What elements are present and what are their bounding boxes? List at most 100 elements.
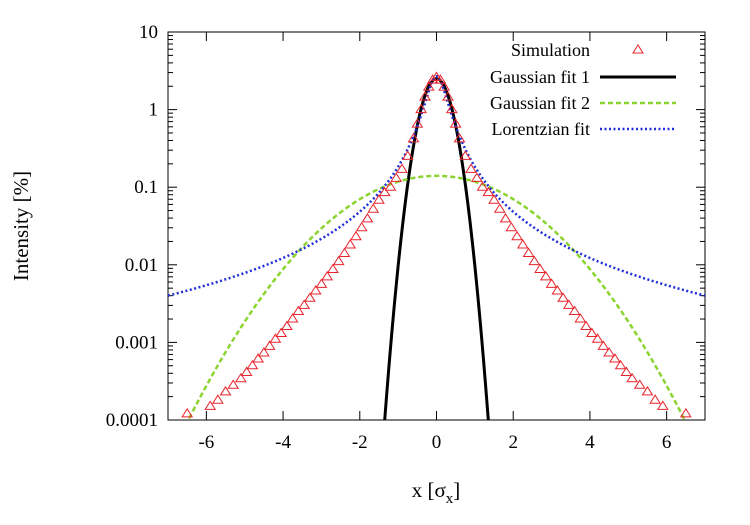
simulation-point (396, 163, 408, 173)
simulation-point (620, 366, 633, 376)
simulation-point (234, 372, 247, 383)
simulation-point (580, 320, 592, 331)
simulation-point (562, 299, 575, 309)
simulation-point (442, 91, 454, 101)
simulation-point (656, 400, 669, 410)
simulation-point (679, 407, 692, 418)
simulation-point (246, 359, 259, 370)
simulation-point (438, 81, 451, 91)
y-tick-label: 0.0001 (106, 410, 158, 431)
simulation-point (603, 347, 616, 357)
simulation-point (459, 150, 472, 160)
simulation-point (614, 359, 627, 370)
axis-ticks: -6 -4 -2 0 2 4 6 0.0001 0.001 0.01 0.1 1 10 (106, 22, 705, 453)
simulation-point (401, 150, 414, 160)
simulation-point (449, 118, 462, 128)
simulation-point (453, 132, 466, 143)
x-tick-label: 4 (585, 432, 595, 453)
simulation-point (528, 255, 541, 266)
simulation-point (493, 203, 506, 213)
simulation-point (286, 313, 299, 323)
legend-sample-simulation (632, 44, 644, 54)
simulation-point (252, 353, 265, 363)
simulation-point (641, 385, 654, 396)
x-axis-label: x [σx] (412, 478, 461, 507)
simulation-point (332, 255, 345, 266)
simulation-point (350, 230, 362, 241)
simulation-point (292, 305, 305, 316)
simulation-point (269, 333, 282, 343)
simulation-point (568, 305, 581, 316)
y-tick-label: 0.001 (115, 332, 158, 353)
fit-curve-gaussian-fit-2 (186, 174, 687, 420)
legend-label: Gaussian fit 1 (490, 67, 590, 87)
simulation-point (633, 379, 646, 389)
simulation-point (470, 172, 483, 182)
simulation-point (281, 320, 293, 331)
plot-frame (167, 31, 706, 421)
fit-curve-gaussian-fit-1 (383, 77, 490, 420)
simulation-point (649, 394, 662, 404)
simulation-point (361, 212, 374, 223)
y-tick-label: 0.01 (125, 255, 158, 276)
simulation-point (482, 186, 495, 197)
simulation-point (355, 221, 368, 232)
simulation-point (505, 221, 518, 232)
simulation-point (488, 194, 500, 204)
simulation-point (407, 132, 420, 143)
y-tick-label: 10 (139, 22, 158, 43)
simulation-point (534, 263, 546, 273)
simulation-point (511, 230, 523, 241)
simulation-point (516, 239, 529, 249)
simulation-point (204, 400, 217, 410)
simulation-point (415, 103, 428, 114)
simulation-point (344, 239, 357, 249)
simulation-point (499, 212, 512, 223)
simulation-markers (181, 71, 692, 418)
x-tick-label: 2 (508, 432, 518, 453)
simulation-point (263, 340, 276, 350)
x-tick-label: 6 (662, 432, 672, 453)
simulation-point (211, 394, 224, 404)
simulation-point (434, 74, 447, 84)
simulation-point (219, 385, 232, 396)
simulation-point (338, 247, 351, 257)
simulation-point (545, 278, 558, 288)
fit-curves (168, 74, 705, 420)
legend-label: Simulation (511, 40, 590, 60)
simulation-point (315, 278, 328, 288)
simulation-point (445, 103, 458, 114)
legend-label: Gaussian fit 2 (490, 93, 590, 113)
simulation-point (419, 91, 431, 101)
simulation-point (240, 366, 253, 376)
simulation-point (327, 263, 339, 273)
legend-label: Lorentzian fit (492, 119, 590, 139)
simulation-point (181, 407, 194, 418)
simulation-point (321, 270, 334, 281)
x-tick-label: 0 (432, 432, 442, 453)
simulation-point (551, 285, 564, 295)
simulation-point (422, 81, 435, 91)
simulation-point (257, 347, 270, 357)
simulation-point (522, 247, 535, 257)
simulation-point (426, 74, 439, 84)
simulation-point (476, 181, 489, 191)
x-tick-label: -6 (198, 432, 214, 453)
y-axis-label: Intensity [%] (9, 171, 33, 281)
simulation-point (557, 292, 569, 302)
simulation-point (227, 379, 240, 389)
simulation-point (378, 186, 391, 197)
simulation-point (304, 292, 316, 302)
simulation-point (298, 299, 311, 309)
legend: Simulation Gaussian fit 1 Gaussian fit 2 Lo… (490, 40, 676, 139)
simulation-point (597, 340, 610, 350)
y-tick-label: 1 (149, 100, 159, 121)
simulation-point (309, 285, 322, 295)
simulation-point (367, 203, 380, 213)
simulation-point (465, 163, 477, 173)
simulation-point (539, 270, 552, 281)
simulation-point (626, 372, 639, 383)
x-tick-label: -2 (352, 432, 368, 453)
simulation-point (591, 333, 604, 343)
y-tick-label: 0.1 (134, 177, 158, 198)
